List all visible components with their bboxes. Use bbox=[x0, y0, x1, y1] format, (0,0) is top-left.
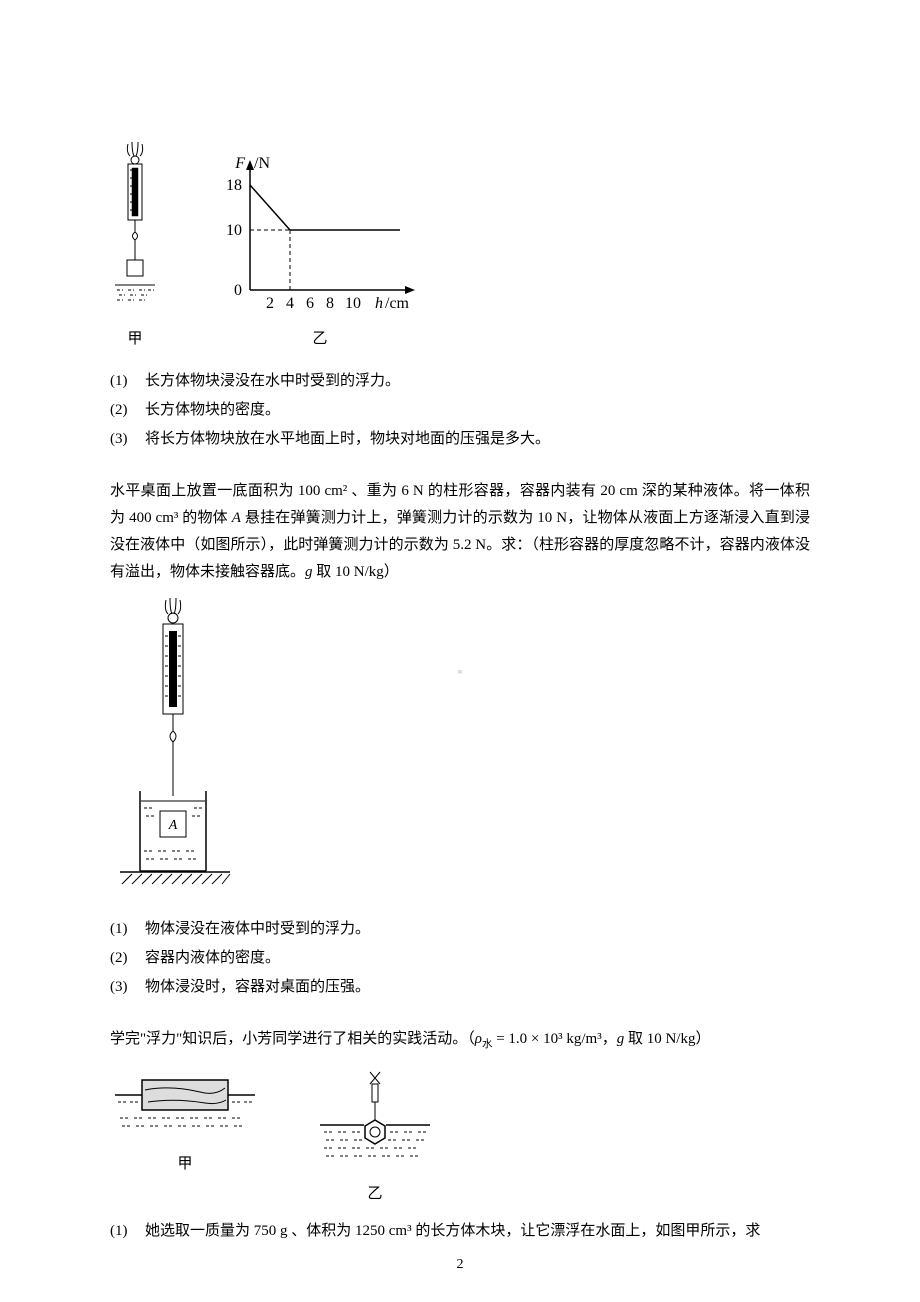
svg-text:h: h bbox=[375, 295, 383, 312]
problem1-list: (1) 长方体物块浸没在水中时受到的浮力。 (2) 长方体物块的密度。 (3) … bbox=[110, 368, 810, 453]
svg-text:8: 8 bbox=[326, 295, 334, 312]
fig3-label-left: 甲 bbox=[177, 1151, 192, 1178]
spring-scale-2-svg: A bbox=[110, 596, 240, 896]
item-num: (1) bbox=[110, 368, 145, 395]
var-A: A bbox=[232, 510, 241, 526]
figure-3-row: 甲 bbox=[110, 1070, 810, 1208]
problem3-section: 学完"浮力"知识后，小芳同学进行了相关的实践活动。（ρ水 = 1.0 × 10³… bbox=[110, 1026, 810, 1245]
item-text: 将长方体物块放在水平地面上时，物块对地面的压强是多大。 bbox=[145, 426, 550, 453]
problem1-item: (1) 长方体物块浸没在水中时受到的浮力。 bbox=[110, 368, 810, 395]
svg-text:6: 6 bbox=[306, 295, 314, 312]
fig1-label-left: 甲 bbox=[127, 326, 142, 353]
item-num: (3) bbox=[110, 974, 145, 1001]
fig2-spring-scale: A bbox=[110, 596, 810, 906]
figure-1-row: 甲 F /N 18 10 0 2 4 6 8 10 h /cm bbox=[110, 140, 810, 353]
svg-text:/N: /N bbox=[254, 155, 270, 172]
item-text: 容器内液体的密度。 bbox=[145, 945, 280, 972]
item-num: (3) bbox=[110, 426, 145, 453]
problem2-list: (1) 物体浸没在液体中时受到的浮力。 (2) 容器内液体的密度。 (3) 物体… bbox=[110, 916, 810, 1001]
item-num: (2) bbox=[110, 397, 145, 424]
svg-text:18: 18 bbox=[226, 177, 242, 194]
fig3-right: 乙 bbox=[310, 1070, 440, 1208]
watermark-icon: ▪ bbox=[458, 660, 463, 685]
item-text: 她选取一质量为 750 g 、体积为 1250 cm³ 的长方体木块，让它漂浮在… bbox=[145, 1218, 760, 1245]
item-num: (2) bbox=[110, 945, 145, 972]
svg-text:4: 4 bbox=[286, 295, 294, 312]
problem2-item: (2) 容器内液体的密度。 bbox=[110, 945, 810, 972]
svg-text:/cm: /cm bbox=[385, 295, 410, 312]
spring-scale-svg bbox=[110, 140, 160, 320]
problem2-text: 水平桌面上放置一底面积为 100 cm² 、重为 6 N 的柱形容器，容器内装有… bbox=[110, 478, 810, 586]
problem2-item: (1) 物体浸没在液体中时受到的浮力。 bbox=[110, 916, 810, 943]
item-text: 物体浸没时，容器对桌面的压强。 bbox=[145, 974, 370, 1001]
fig1-label-right: 乙 bbox=[312, 326, 327, 353]
rho-var: ρ bbox=[475, 1031, 482, 1047]
fig3-label-right: 乙 bbox=[367, 1181, 382, 1208]
problem2-section: 水平桌面上放置一底面积为 100 cm² 、重为 6 N 的柱形容器，容器内装有… bbox=[110, 478, 810, 1001]
problem3-list: (1) 她选取一质量为 750 g 、体积为 1250 cm³ 的长方体木块，让… bbox=[110, 1218, 810, 1245]
problem2-item: (3) 物体浸没时，容器对桌面的压强。 bbox=[110, 974, 810, 1001]
problem1-item: (2) 长方体物块的密度。 bbox=[110, 397, 810, 424]
fig1-chart: F /N 18 10 0 2 4 6 8 10 h /cm 乙 bbox=[210, 150, 430, 353]
fig3-right-svg bbox=[310, 1070, 440, 1175]
problem3-text: 学完"浮力"知识后，小芳同学进行了相关的实践活动。（ρ水 = 1.0 × 10³… bbox=[110, 1026, 810, 1055]
svg-text:2: 2 bbox=[266, 295, 274, 312]
svg-text:10: 10 bbox=[345, 295, 361, 312]
item-text: 长方体物块浸没在水中时受到的浮力。 bbox=[145, 368, 400, 395]
item-text: 物体浸没在液体中时受到的浮力。 bbox=[145, 916, 370, 943]
svg-text:0: 0 bbox=[234, 282, 242, 299]
problem1-item: (3) 将长方体物块放在水平地面上时，物块对地面的压强是多大。 bbox=[110, 426, 810, 453]
item-num: (1) bbox=[110, 916, 145, 943]
item-text: 长方体物块的密度。 bbox=[145, 397, 280, 424]
chart-svg: F /N 18 10 0 2 4 6 8 10 h /cm bbox=[210, 150, 430, 320]
var-g: g bbox=[305, 564, 313, 580]
problem3-item: (1) 她选取一质量为 750 g 、体积为 1250 cm³ 的长方体木块，让… bbox=[110, 1218, 810, 1245]
item-num: (1) bbox=[110, 1218, 145, 1245]
svg-text:F: F bbox=[234, 155, 245, 172]
svg-text:10: 10 bbox=[226, 222, 242, 239]
fig1-spring-scale: 甲 bbox=[110, 140, 160, 353]
svg-text:A: A bbox=[168, 818, 178, 833]
fig3-left: 甲 bbox=[110, 1070, 260, 1208]
fig3-left-svg bbox=[110, 1070, 260, 1145]
page-number: 2 bbox=[457, 1252, 464, 1277]
